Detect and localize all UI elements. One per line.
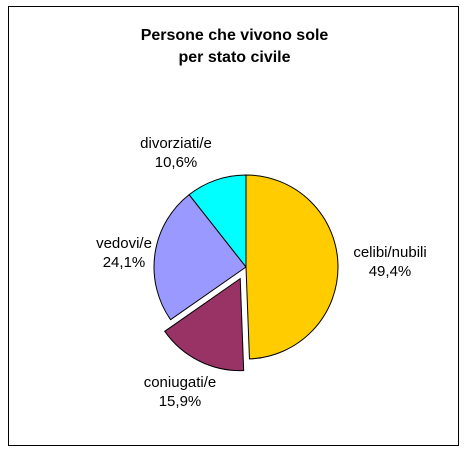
slice-label-celibi-nubili: celibi/nubili 49,4% (353, 243, 426, 281)
slice-percent: 24,1% (102, 254, 146, 271)
pie-slice-vedovi-e (153, 193, 247, 321)
slice-percent: 10,6% (154, 154, 198, 171)
slice-label-divorziati: divorziati/e 10,6% (140, 134, 212, 172)
pie-slice-divorziati-e (188, 174, 247, 269)
chart-title: Persone che vivono sole per stato civile (0, 25, 469, 69)
chart-title-line-1: Persone che vivono sole (140, 27, 329, 44)
chart-title-line-2: per stato civile (178, 49, 291, 66)
slice-percent: 15,9% (158, 393, 202, 410)
slice-name: divorziati/e (140, 135, 212, 152)
pie-slice-celibi-nubili (245, 174, 339, 360)
slice-label-coniugati: coniugati/e 15,9% (144, 373, 217, 411)
slice-label-vedovi: vedovi/e 24,1% (96, 234, 152, 272)
slice-percent: 49,4% (368, 263, 412, 280)
slice-name: celibi/nubili (353, 244, 427, 261)
pie-slice-coniugati-e (164, 277, 245, 372)
slice-name: coniugati/e (143, 374, 217, 391)
slice-name: vedovi/e (96, 235, 152, 252)
